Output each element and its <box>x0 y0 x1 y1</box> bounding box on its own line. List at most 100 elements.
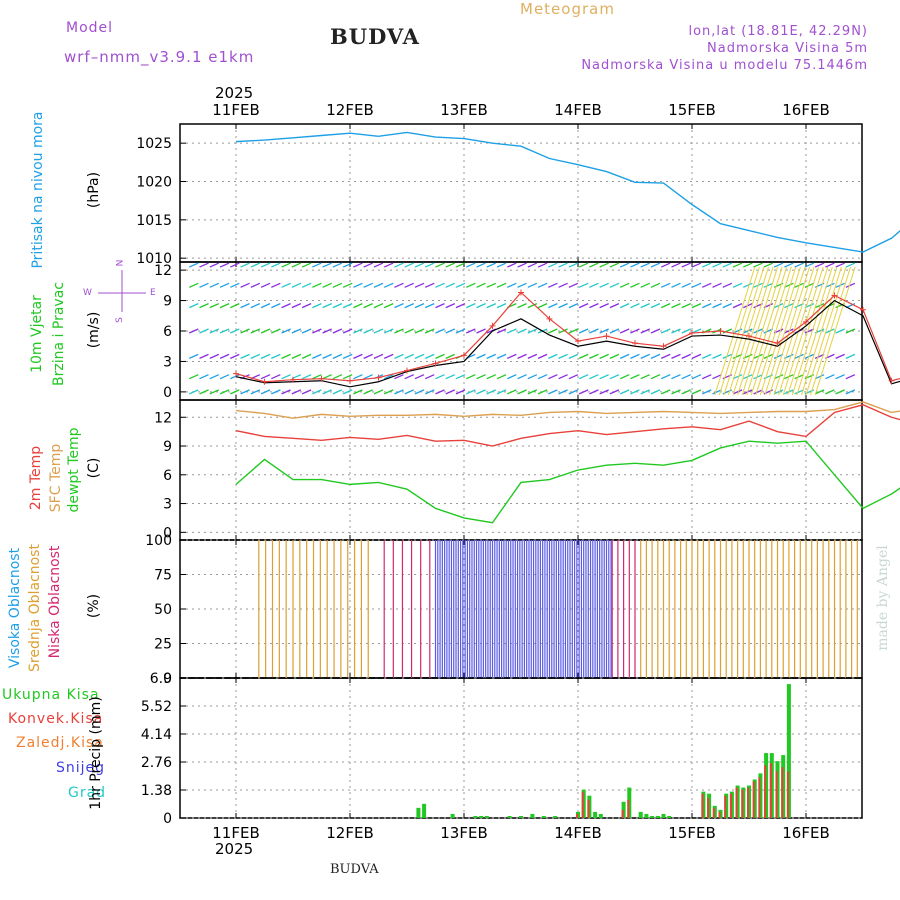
wind-gust-marker <box>261 378 268 385</box>
wind-barb <box>712 282 722 288</box>
wind-barb <box>527 262 538 268</box>
wind-storm-hatch <box>723 266 765 396</box>
wind-barb <box>342 389 353 395</box>
wind-barb <box>363 353 373 359</box>
wind-barb <box>240 328 250 334</box>
wind-barb <box>712 303 722 309</box>
wind-barb <box>435 389 445 395</box>
wind-gust-marker <box>632 340 638 347</box>
wind-barb <box>835 328 845 334</box>
wind-barb <box>619 328 630 334</box>
wind-barb <box>188 389 199 395</box>
precip-conv-bar <box>576 813 578 818</box>
wind-barb <box>619 353 630 359</box>
wind-barb <box>435 282 445 288</box>
wind-barb <box>240 282 250 288</box>
date-label-bottom: 14FEB <box>554 824 601 842</box>
wind-barb <box>353 303 363 309</box>
elevation-text: Nadmorska Visina 5m <box>707 41 868 56</box>
wind-barb <box>373 389 384 395</box>
wind-barb <box>609 262 620 268</box>
wind-barb <box>271 282 281 288</box>
wind-barb <box>230 353 240 359</box>
wind-barb <box>712 262 722 268</box>
wind-storm-hatch <box>805 266 847 396</box>
wind-barb <box>466 282 476 288</box>
wind-barb <box>691 282 702 288</box>
wind-barb <box>701 262 712 268</box>
wind-barb <box>599 389 609 395</box>
wind-barb <box>260 353 271 359</box>
wind-gust-marker <box>461 352 467 359</box>
wind-barb <box>825 328 835 334</box>
wind-barb <box>281 328 291 334</box>
wind-barb <box>712 389 722 395</box>
wind-barb <box>312 303 322 309</box>
wind-barb <box>414 353 425 359</box>
wind-gust-marker <box>831 292 838 299</box>
wind-barb <box>578 303 589 309</box>
wind-barb <box>773 374 784 380</box>
precip-total-bar <box>519 815 523 818</box>
y-tick-label: 0 <box>163 671 172 687</box>
wind-barb <box>619 282 630 288</box>
wind-barb <box>445 374 456 380</box>
wind-barb <box>332 328 343 334</box>
precip-total-bar <box>593 811 598 818</box>
wind-barb <box>219 262 230 268</box>
wind-barb <box>691 353 702 359</box>
wind-barb <box>383 389 394 395</box>
wind-storm-hatch <box>737 266 779 396</box>
wind-barb <box>609 303 620 309</box>
wind-barb <box>486 303 497 309</box>
wind-barb <box>640 374 650 380</box>
precip-conv-bar <box>781 767 784 818</box>
wind-barb <box>476 328 486 334</box>
wind-barb <box>455 328 466 334</box>
wind-barb <box>271 262 281 268</box>
wind-barb <box>199 374 209 380</box>
wind-barb <box>773 389 784 395</box>
wind-barb <box>373 353 384 359</box>
wind-barb <box>496 389 507 395</box>
wind-barb <box>589 262 599 268</box>
y-tick-label: 1010 <box>136 251 172 267</box>
wind-barb <box>230 374 240 380</box>
wind-barb <box>609 328 620 334</box>
wind-barb <box>599 328 609 334</box>
wind-barb <box>373 282 384 288</box>
wind-barb <box>517 282 527 288</box>
wind-barb <box>209 262 220 268</box>
wind-barb <box>455 374 466 380</box>
wind-barb <box>332 282 343 288</box>
wind-barb <box>209 303 220 309</box>
wind-barb <box>784 282 794 288</box>
date-label-top: 14FEB <box>554 101 601 119</box>
precip-conv-bar <box>729 793 732 818</box>
wind-barb <box>589 282 599 288</box>
wind-barb <box>219 328 230 334</box>
precip-conv-bar <box>587 799 590 818</box>
wind-barb <box>671 303 681 309</box>
precip-total-bar <box>786 684 791 818</box>
wind-barb <box>353 328 363 334</box>
wind-barb <box>301 353 312 359</box>
wind-barb <box>537 282 548 288</box>
precip-total-bar <box>667 815 672 818</box>
wind-barb <box>260 262 271 268</box>
wind-storm-hatch <box>718 266 760 396</box>
wind-barb <box>466 374 476 380</box>
wind-barb <box>835 262 845 268</box>
wind-barb <box>507 282 517 288</box>
wind-barb <box>517 303 527 309</box>
wind-barb <box>599 262 609 268</box>
wind-barb <box>814 303 825 309</box>
wind-barb <box>507 374 517 380</box>
wind-barb <box>445 328 456 334</box>
wind-barb <box>363 262 373 268</box>
wind-barb <box>394 262 404 268</box>
wind-barb <box>209 353 220 359</box>
wind-barb <box>650 353 661 359</box>
wind-barb <box>219 303 230 309</box>
